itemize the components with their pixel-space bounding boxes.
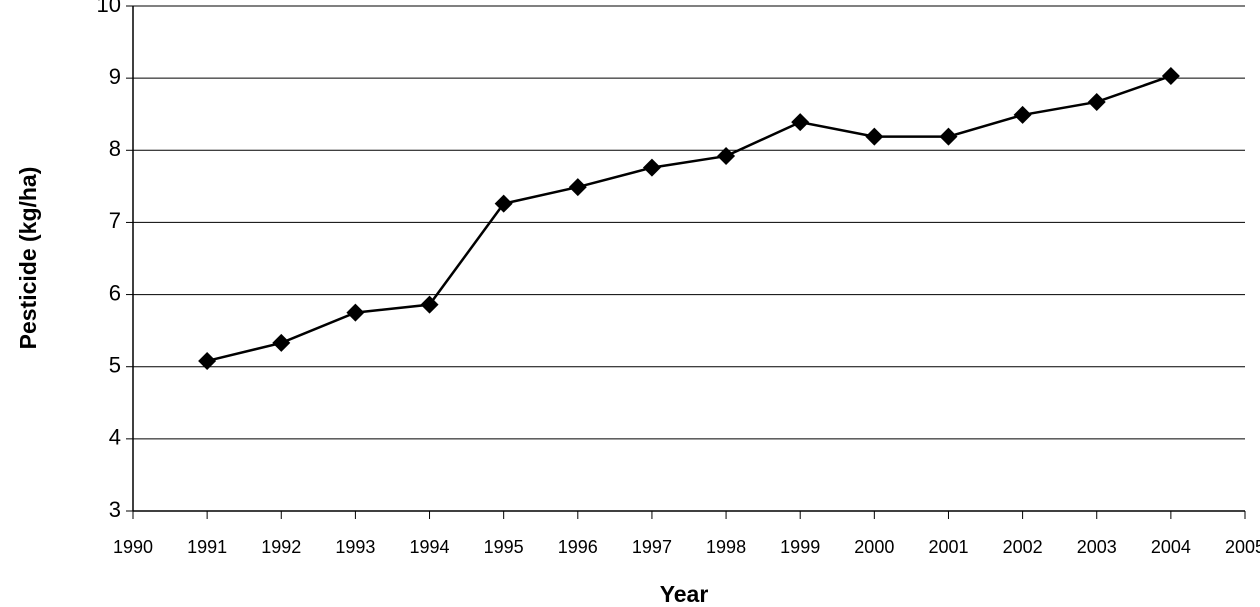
data-point [791, 113, 810, 132]
x-tick-label: 1997 [632, 537, 672, 557]
data-point [939, 127, 958, 146]
data-point [1013, 105, 1032, 124]
data-point [494, 194, 513, 213]
y-tick-label: 8 [109, 136, 121, 161]
y-tick-label: 9 [109, 64, 121, 89]
x-tick-label: 2005 [1225, 537, 1260, 557]
y-tick-label: 10 [97, 0, 121, 17]
data-point [568, 178, 587, 197]
x-tick-label: 1994 [410, 537, 450, 557]
x-tick-label: 1996 [558, 537, 598, 557]
x-tick-label: 2004 [1151, 537, 1191, 557]
data-point [642, 158, 661, 177]
y-tick-label: 3 [109, 497, 121, 522]
data-point [1087, 92, 1106, 111]
data-point [420, 295, 439, 314]
data-point [717, 147, 736, 166]
y-axis-title: Pesticide (kg/ha) [15, 167, 41, 350]
y-tick-label: 6 [109, 280, 121, 305]
data-point [198, 351, 217, 370]
x-tick-label: 1993 [335, 537, 375, 557]
x-tick-label: 2001 [928, 537, 968, 557]
y-tick-label: 5 [109, 353, 121, 378]
y-tick-label: 7 [109, 208, 121, 233]
x-tick-label: 2002 [1003, 537, 1043, 557]
data-point [1161, 66, 1180, 85]
x-tick-label: 1998 [706, 537, 746, 557]
x-tick-label: 2000 [854, 537, 894, 557]
x-tick-label: 1995 [484, 537, 524, 557]
x-tick-label: 1991 [187, 537, 227, 557]
data-point [865, 127, 884, 146]
x-tick-label: 2003 [1077, 537, 1117, 557]
x-tick-label: 1990 [113, 537, 153, 557]
data-line [206, 74, 1172, 363]
data-point [346, 303, 365, 322]
x-axis-title: Year [660, 581, 709, 607]
y-tick-label: 4 [109, 425, 121, 450]
data-point [272, 333, 291, 352]
x-tick-label: 1992 [261, 537, 301, 557]
x-tick-label: 1999 [780, 537, 820, 557]
